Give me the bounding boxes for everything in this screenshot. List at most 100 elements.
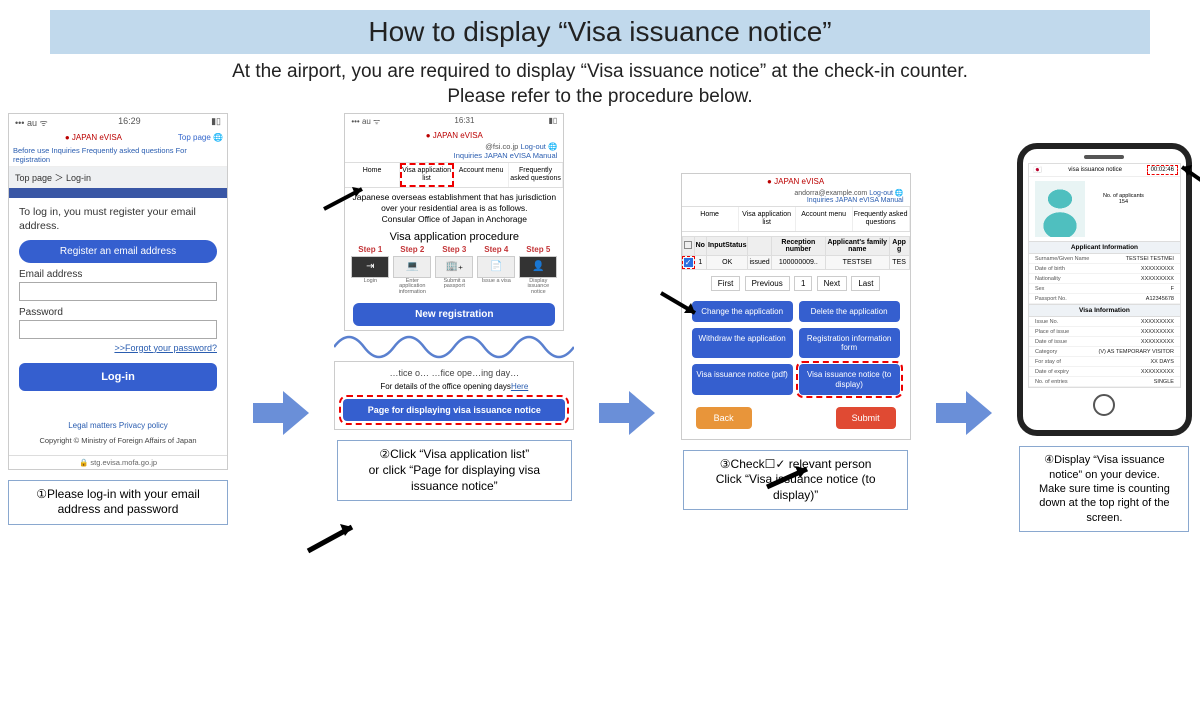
flow-arrow-3 bbox=[936, 389, 992, 437]
wave-divider bbox=[334, 327, 574, 367]
tab-home[interactable]: Home bbox=[682, 207, 739, 230]
small-links[interactable]: Inquiries JAPAN eVISA Manual bbox=[682, 197, 910, 206]
building-icon: 🏢₊ bbox=[435, 256, 473, 278]
step-sublabels: Login Enter application information Subm… bbox=[345, 278, 563, 300]
step4-col: 🇯🇵 visa issuance notice 00:02:46 No. of … bbox=[1017, 143, 1192, 531]
submit-button[interactable]: Submit bbox=[836, 407, 896, 429]
info-row: Issue No.XXXXXXXXX bbox=[1029, 317, 1180, 327]
withdraw-application-button[interactable]: Withdraw the application bbox=[692, 328, 793, 358]
home-button-icon bbox=[1093, 394, 1115, 416]
status-bar: ••• au ᯤ 16:29 ▮▯ bbox=[9, 114, 227, 131]
header-navlinks[interactable]: Before use Inquiries Frequently asked qu… bbox=[9, 144, 227, 167]
step-sub-1: Login bbox=[351, 279, 389, 296]
forgot-password-link[interactable]: >>Forgot your password? bbox=[19, 343, 217, 353]
login-icon: ⇥ bbox=[351, 256, 389, 278]
step-5-label: Step 5 bbox=[519, 245, 557, 254]
speaker-icon bbox=[1084, 155, 1124, 159]
status-bar: ••• au ᯤ 16:31 ▮▯ bbox=[345, 114, 563, 129]
tab-faq[interactable]: Frequently asked questions bbox=[509, 163, 564, 186]
cell-status: issued bbox=[748, 255, 771, 269]
th-family: Applicant's family name bbox=[825, 236, 889, 255]
email-input[interactable] bbox=[19, 282, 217, 301]
register-email-button[interactable]: Register an email address bbox=[19, 240, 217, 263]
page-subtitle: At the airport, you are required to disp… bbox=[40, 60, 1160, 109]
pager-prev[interactable]: Previous bbox=[745, 276, 790, 291]
password-input[interactable] bbox=[19, 320, 217, 339]
section-bar bbox=[9, 188, 227, 198]
table-row[interactable]: ✓ 1 OK issued 100000009.. TESTSEI TES bbox=[682, 255, 909, 269]
th-checkbox bbox=[682, 236, 694, 255]
row-checkbox[interactable]: ✓ bbox=[684, 258, 693, 267]
th-given: App g bbox=[889, 236, 909, 255]
pager-num[interactable]: 1 bbox=[794, 276, 812, 291]
copyright: Copyright © Ministry of Foreign Affairs … bbox=[19, 436, 217, 445]
applications-table: No InputStatus Reception number Applican… bbox=[682, 236, 910, 270]
email-label: Email address bbox=[19, 269, 217, 280]
login-button[interactable]: Log-in bbox=[19, 363, 217, 391]
office-days-link[interactable]: Here bbox=[511, 382, 528, 391]
page-display-visa-notice-button[interactable]: Page for displaying visa issuance notice bbox=[343, 399, 565, 421]
cell-family: TESTSEI bbox=[825, 255, 889, 269]
th-inputstatus: InputStatus bbox=[706, 236, 748, 255]
breadcrumb: Top page ＞ Log-in bbox=[9, 167, 227, 188]
step2-col: ••• au ᯤ 16:31 ▮▯ ● JAPAN eVISA @fsi.co.… bbox=[334, 113, 574, 501]
section-applicant-info: Applicant Information bbox=[1029, 241, 1180, 254]
status-time: 16:29 bbox=[118, 116, 141, 129]
new-registration-button[interactable]: New registration bbox=[353, 303, 555, 326]
step-icons: ⇥ 💻 🏢₊ 📄 👤 bbox=[345, 254, 563, 278]
caption-2: ②Click “Visa application list”or click “… bbox=[337, 440, 572, 501]
small-links[interactable]: Inquiries JAPAN eVISA Manual bbox=[345, 151, 563, 162]
caption-3: ③Check☐✓ relevant personClick “Visa issu… bbox=[683, 450, 908, 511]
tab-account-menu[interactable]: Account menu bbox=[454, 163, 509, 186]
step3-phone: ● JAPAN eVISA andorra@example.com Log-ou… bbox=[681, 173, 911, 439]
info-row: No. of entriesSINGLE bbox=[1029, 377, 1180, 387]
person-icon: 👤 bbox=[519, 256, 557, 278]
change-application-button[interactable]: Change the application bbox=[692, 301, 793, 322]
info-row: Date of expiryXXXXXXXXX bbox=[1029, 367, 1180, 377]
visa-notice-pdf-button[interactable]: Visa issuance notice (pdf) bbox=[692, 364, 793, 394]
delete-application-button[interactable]: Delete the application bbox=[799, 301, 900, 322]
registration-info-form-button[interactable]: Registration information form bbox=[799, 328, 900, 358]
visa-notice-display-button[interactable]: Visa issuance notice (to display) bbox=[799, 364, 900, 394]
cell-given: TES bbox=[889, 255, 909, 269]
info-row: Place of issueXXXXXXXXX bbox=[1029, 327, 1180, 337]
tab-account-menu[interactable]: Account menu bbox=[796, 207, 853, 230]
step1-col: ••• au ᯤ 16:29 ▮▯ ● JAPAN eVISA Top page… bbox=[8, 113, 228, 524]
step3-col: ● JAPAN eVISA andorra@example.com Log-ou… bbox=[681, 173, 911, 510]
pager-next[interactable]: Next bbox=[817, 276, 847, 291]
info-row: Date of issueXXXXXXXXX bbox=[1029, 337, 1180, 347]
th-status bbox=[748, 236, 771, 255]
step-sub-3: Submit a passport bbox=[435, 279, 473, 296]
footer-links[interactable]: Legal matters Privacy policy bbox=[19, 421, 217, 430]
step-1-label: Step 1 bbox=[351, 245, 389, 254]
logout-link[interactable]: Log-out bbox=[869, 190, 893, 197]
main-tabs: Home Visa application list Account menu … bbox=[682, 206, 910, 231]
jurisdiction-text: Japanese overseas establishment that has… bbox=[345, 188, 563, 229]
action-button-grid: Change the application Delete the applic… bbox=[682, 297, 910, 399]
tab-home[interactable]: Home bbox=[345, 163, 400, 186]
battery-icon: ▮▯ bbox=[211, 116, 221, 129]
steps-row: ••• au ᯤ 16:29 ▮▯ ● JAPAN eVISA Top page… bbox=[0, 113, 1200, 531]
back-button[interactable]: Back bbox=[696, 407, 752, 429]
pager-last[interactable]: Last bbox=[851, 276, 880, 291]
pager-first[interactable]: First bbox=[711, 276, 741, 291]
top-page-link[interactable]: Top page 🌐 bbox=[178, 133, 223, 142]
caption-4: ④Display “Visa issuance notice” on your … bbox=[1019, 446, 1189, 531]
th-reception: Reception number bbox=[771, 236, 825, 255]
no-of-applicants: No. of applicants 154 bbox=[1103, 193, 1144, 241]
tab-visa-application-list[interactable]: Visa application list bbox=[739, 207, 796, 230]
tab-faq[interactable]: Frequently asked questions bbox=[853, 207, 910, 230]
step-sub-2: Enter application information bbox=[393, 279, 431, 296]
info-row: NationalityXXXXXXXXX bbox=[1029, 274, 1180, 284]
tab-visa-application-list[interactable]: Visa application list bbox=[400, 163, 455, 186]
step-3-label: Step 3 bbox=[435, 245, 473, 254]
th-no: No bbox=[694, 236, 706, 255]
cell-reception: 100000009.. bbox=[771, 255, 825, 269]
step-sub-5: Display issuance notice bbox=[519, 279, 557, 296]
step-2-label: Step 2 bbox=[393, 245, 431, 254]
info-row: Category(V) AS TEMPORARY VISITOR bbox=[1029, 347, 1180, 357]
carrier-icon: ••• au ᯤ bbox=[351, 116, 380, 127]
logout-link[interactable]: Log-out bbox=[520, 142, 545, 151]
password-label: Password bbox=[19, 307, 217, 318]
section-visa-info: Visa Information bbox=[1029, 304, 1180, 317]
